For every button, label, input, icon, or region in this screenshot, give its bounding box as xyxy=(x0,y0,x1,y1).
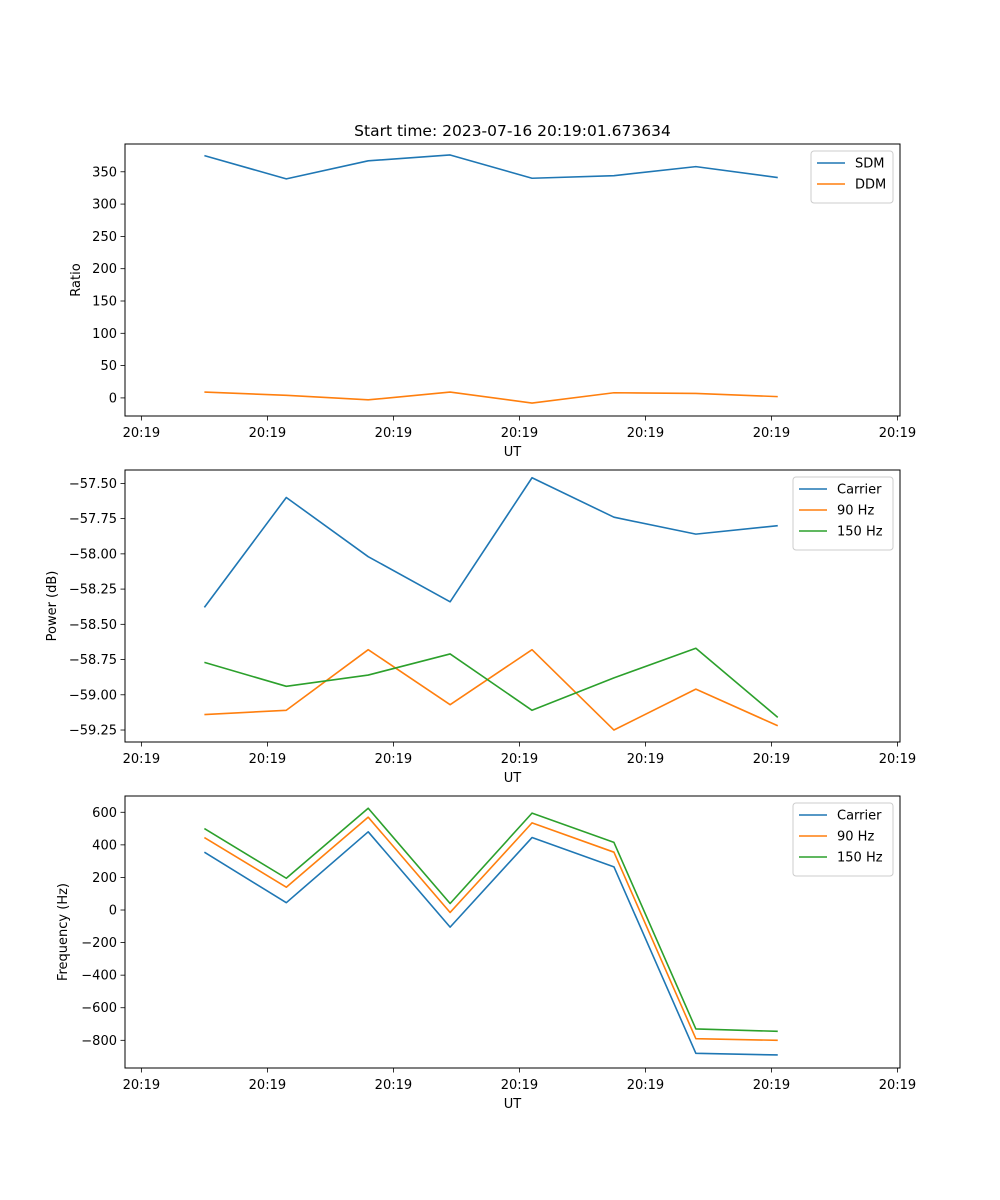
y-tick-label: 0 xyxy=(109,904,117,919)
x-axis-label: UT xyxy=(504,771,522,786)
x-tick-label: 20:19 xyxy=(249,1078,286,1093)
x-tick-label: 20:19 xyxy=(375,752,412,767)
legend: Carrier 90 Hz 150 Hz xyxy=(792,802,894,877)
y-tick-label: −58.25 xyxy=(69,583,117,598)
series-line-carrier xyxy=(203,831,778,1056)
x-tick-label: 20:19 xyxy=(123,1078,160,1093)
y-tick-label: 300 xyxy=(92,198,117,213)
y-tick-label: −58.50 xyxy=(69,618,117,633)
y-tick-label: −58.00 xyxy=(69,547,117,562)
legend-label: 90 Hz xyxy=(837,504,874,519)
y-tick-label: 200 xyxy=(92,262,117,277)
legend-box xyxy=(810,150,894,204)
x-axis-label: UT xyxy=(504,445,522,460)
legend-label: Carrier xyxy=(837,809,882,824)
y-tick-label: −57.75 xyxy=(69,512,117,527)
x-tick-label: 20:19 xyxy=(879,1078,916,1093)
series-line-90-hz xyxy=(204,648,779,731)
y-tick-label: −200 xyxy=(81,936,117,951)
y-tick-label: −400 xyxy=(81,969,117,984)
plot-frame xyxy=(124,469,901,743)
plot-frame xyxy=(124,795,901,1069)
y-axis-label: Ratio xyxy=(69,263,84,296)
y-axis-label: Power (dB) xyxy=(45,571,60,642)
series-line-sdm xyxy=(204,154,778,180)
y-tick-label: 600 xyxy=(92,806,117,821)
x-tick-label: 20:19 xyxy=(375,426,412,441)
y-tick-label: 150 xyxy=(92,294,117,309)
legend: Carrier 90 Hz 150 Hz xyxy=(792,476,894,551)
y-tick-label: −57.50 xyxy=(69,477,117,492)
legend-label: DDM xyxy=(855,178,886,193)
legend-label: SDM xyxy=(855,157,884,172)
series-line-150-hz xyxy=(204,647,779,718)
x-tick-label: 20:19 xyxy=(375,1078,412,1093)
y-tick-label: −59.00 xyxy=(69,688,117,703)
chart-title: Start time: 2023-07-16 20:19:01.673634 xyxy=(354,122,671,140)
y-tick-label: −59.25 xyxy=(69,724,117,739)
plot-panel-2: 20:1920:1920:1920:1920:1920:1920:1920:20… xyxy=(45,469,916,786)
y-tick-label: 250 xyxy=(92,230,117,245)
y-tick-label: 50 xyxy=(100,359,117,374)
legend-label: 150 Hz xyxy=(837,525,883,540)
y-tick-label: −58.75 xyxy=(69,653,117,668)
x-tick-label: 20:19 xyxy=(627,1078,664,1093)
y-tick-label: 400 xyxy=(92,838,117,853)
series-line-ddm xyxy=(204,391,778,404)
x-tick-label: 20:19 xyxy=(249,752,286,767)
x-tick-label: 20:19 xyxy=(249,426,286,441)
x-tick-label: 20:19 xyxy=(501,752,538,767)
x-tick-label: 20:19 xyxy=(123,426,160,441)
y-tick-label: −800 xyxy=(81,1034,117,1049)
x-tick-label: 20:19 xyxy=(501,426,538,441)
x-tick-label: 20:19 xyxy=(123,752,160,767)
series-line-90-hz xyxy=(203,816,778,1042)
y-tick-label: 350 xyxy=(92,165,117,180)
x-tick-label: 20:19 xyxy=(627,752,664,767)
x-tick-label: 20:19 xyxy=(879,426,916,441)
x-tick-label: 20:19 xyxy=(753,426,790,441)
legend-label: 150 Hz xyxy=(837,851,883,866)
y-tick-label: 200 xyxy=(92,871,117,886)
legend-label: 90 Hz xyxy=(837,830,874,845)
plot-panel-3: 20:1920:1920:1920:1920:1920:1920:1920:20… xyxy=(56,795,916,1112)
y-tick-label: 0 xyxy=(109,391,117,406)
series-line-carrier xyxy=(203,476,778,608)
plot-frame xyxy=(124,143,901,417)
x-tick-label: 20:19 xyxy=(879,752,916,767)
y-tick-label: −600 xyxy=(81,1001,117,1016)
y-tick-label: 100 xyxy=(92,327,117,342)
legend: SDM DDM xyxy=(810,150,894,204)
legend-label: Carrier xyxy=(837,483,882,498)
y-axis-label: Frequency (Hz) xyxy=(56,883,71,981)
x-tick-label: 20:19 xyxy=(627,426,664,441)
plot-panel-1: 20:1920:1920:1920:1920:1920:1920:1920:20… xyxy=(69,143,916,460)
x-tick-label: 20:19 xyxy=(753,752,790,767)
x-axis-label: UT xyxy=(504,1097,522,1112)
series-line-150-hz xyxy=(203,807,778,1033)
x-tick-label: 20:19 xyxy=(501,1078,538,1093)
x-tick-label: 20:19 xyxy=(753,1078,790,1093)
